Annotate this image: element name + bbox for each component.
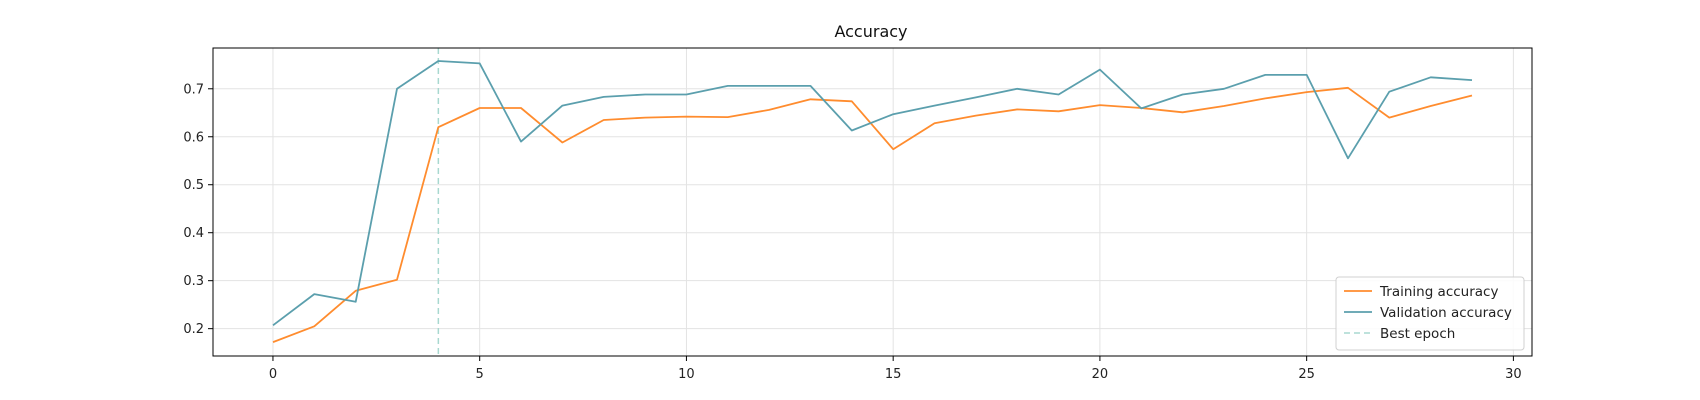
y-tick-label: 0.6	[183, 130, 204, 145]
legend: Training accuracy Validation accuracy Best…	[1335, 276, 1525, 351]
y-axis: 0.2 0.3 0.4 0.5 0.6 0.7	[183, 82, 213, 337]
x-tick-label: 0	[269, 367, 277, 382]
y-tick-label: 0.2	[183, 322, 204, 337]
x-tick-label: 15	[885, 367, 902, 382]
validation-accuracy-line	[272, 60, 1473, 327]
x-axis: 0 5 10 15 20 25 30	[269, 356, 1522, 382]
legend-label-best-epoch: Best epoch	[1380, 326, 1455, 342]
y-tick-label: 0.3	[183, 274, 204, 289]
y-tick-label: 0.4	[183, 226, 204, 241]
legend-label-validation-accuracy: Validation accuracy	[1380, 305, 1512, 321]
training-accuracy-line	[272, 86, 1473, 343]
x-tick-label: 20	[1092, 367, 1109, 382]
chart-title: Accuracy	[834, 22, 907, 41]
legend-box	[1335, 276, 1525, 351]
grid	[213, 48, 1532, 356]
y-tick-label: 0.7	[183, 82, 204, 97]
y-tick-label: 0.5	[183, 178, 204, 193]
series-layer	[272, 60, 1473, 343]
x-tick-label: 10	[678, 367, 695, 382]
plot-frame	[212, 47, 1533, 357]
legend-label-training-accuracy: Training accuracy	[1379, 284, 1498, 300]
x-tick-label: 5	[476, 367, 484, 382]
x-tick-label: 25	[1298, 367, 1315, 382]
x-tick-label: 30	[1505, 367, 1522, 382]
